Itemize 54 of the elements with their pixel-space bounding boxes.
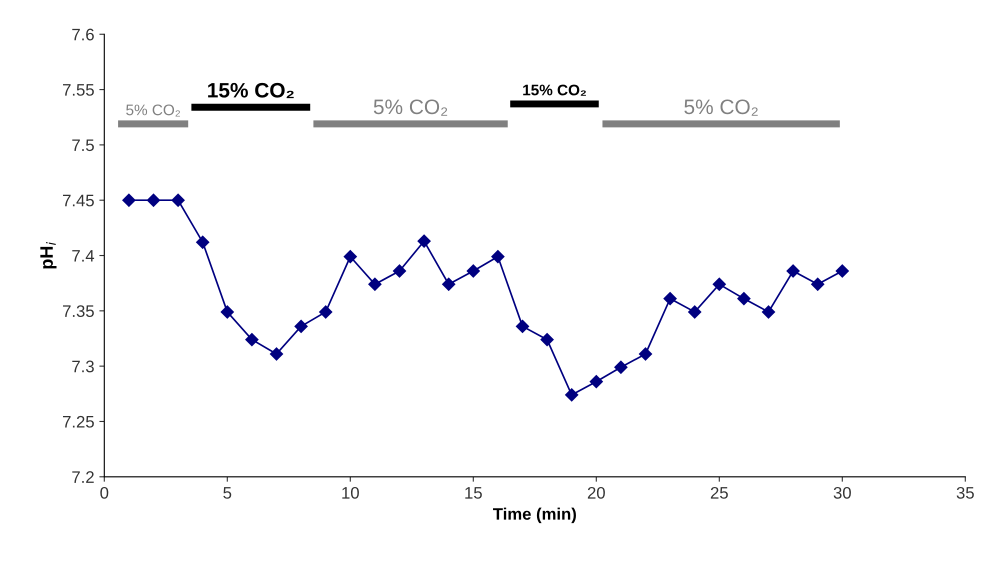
point	[688, 305, 702, 319]
point	[762, 305, 776, 319]
point	[344, 250, 357, 264]
point	[245, 333, 258, 346]
point	[590, 375, 603, 388]
x-tick-label: 30	[834, 486, 851, 499]
point	[737, 292, 750, 306]
point	[172, 194, 185, 207]
point	[418, 234, 431, 248]
y-tick-label: 7.6	[72, 28, 94, 40]
series-label: 5% CO₂	[126, 104, 180, 116]
point	[836, 264, 849, 278]
x-tick-label: 20	[588, 486, 605, 499]
point	[712, 278, 726, 291]
series-label: 5% CO₂	[374, 99, 448, 116]
x-tick-label: 10	[342, 486, 359, 499]
y-tick-label: 7.25	[63, 416, 94, 428]
series-label: 15% CO₂	[523, 84, 586, 96]
point	[786, 264, 800, 278]
point	[614, 360, 628, 374]
point	[540, 333, 554, 346]
x-tick-label: 35	[956, 486, 974, 499]
x-tick-label: 5	[223, 487, 232, 499]
point	[122, 194, 136, 207]
point	[811, 278, 824, 291]
point	[565, 388, 578, 402]
point	[392, 264, 406, 278]
point	[319, 305, 332, 319]
point	[270, 347, 284, 361]
point	[196, 236, 210, 249]
x-tick-label: 15	[465, 487, 482, 499]
y-axis-title: pH$_{i}$	[40, 242, 57, 269]
point	[664, 292, 677, 306]
y-tick-label: 7.55	[63, 84, 94, 96]
point	[294, 320, 308, 333]
y-tick-label: 7.3	[72, 360, 94, 372]
point	[466, 264, 480, 278]
series-label: 15% CO₂	[208, 82, 294, 98]
point	[368, 278, 382, 291]
y-tick-label: 7.4	[72, 250, 94, 262]
point	[516, 320, 530, 333]
x-axis-title: Time (min)	[493, 508, 576, 524]
y-tick-label: 7.35	[63, 305, 94, 318]
point	[638, 347, 652, 361]
point	[491, 250, 504, 264]
point	[146, 194, 160, 207]
x-tick-label: 0	[100, 486, 108, 499]
point	[220, 305, 234, 319]
point	[442, 278, 456, 291]
y-tick-label: 7.2	[72, 471, 94, 483]
series-label: 5% CO₂	[684, 99, 758, 116]
y-tick-label: 7.45	[63, 194, 94, 206]
x-tick-label: 25	[710, 486, 728, 499]
y-tick-label: 7.5	[72, 139, 94, 152]
